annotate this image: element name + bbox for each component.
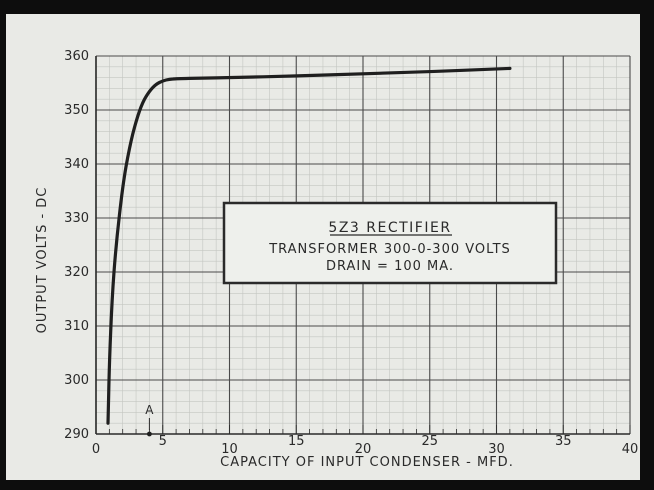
x-tick-label: 40 xyxy=(622,442,639,457)
y-tick-label: 320 xyxy=(64,265,89,280)
marker-a-label: A xyxy=(145,403,154,417)
y-tick-label: 360 xyxy=(64,49,89,64)
annotation-box: 5Z3 RECTIFIER TRANSFORMER 300-0-300 VOLT… xyxy=(222,201,558,285)
x-axis-title: CAPACITY OF INPUT CONDENSER - MFD. xyxy=(220,455,514,470)
y-tick-label: 330 xyxy=(64,211,89,226)
annotation-frame xyxy=(222,201,558,285)
tick-labels: 0 5 10 15 20 25 30 35 40 290 300 310 320 330 340 350 360 xyxy=(64,49,638,457)
x-tick-label: 30 xyxy=(488,442,505,457)
marker-a: A xyxy=(145,403,154,437)
y-tick-label: 310 xyxy=(64,319,89,334)
y-tick-label: 290 xyxy=(64,427,89,442)
y-tick-label: 350 xyxy=(64,103,89,118)
series-line xyxy=(106,66,512,425)
y-tick-label: 300 xyxy=(64,373,89,388)
x-tick-label: 25 xyxy=(421,434,438,449)
y-tick-label: 340 xyxy=(64,157,89,172)
series xyxy=(106,66,512,425)
marker-a-dot xyxy=(147,431,152,437)
axes xyxy=(95,56,630,435)
annotation-line-2: DRAIN = 100 MA. xyxy=(326,259,454,274)
annotation-line-1: TRANSFORMER 300-0-300 VOLTS xyxy=(268,242,511,257)
x-tick-label: 0 xyxy=(92,442,100,457)
x-tick-label: 5 xyxy=(159,434,167,449)
x-tick-label: 35 xyxy=(555,434,572,449)
x-tick-label: 10 xyxy=(221,442,238,457)
x-tick-label: 15 xyxy=(288,434,305,449)
y-axis-title: OUTPUT VOLTS - DC xyxy=(35,187,50,334)
x-tick-label: 20 xyxy=(355,442,372,457)
annotation-title: 5Z3 RECTIFIER xyxy=(328,220,451,236)
